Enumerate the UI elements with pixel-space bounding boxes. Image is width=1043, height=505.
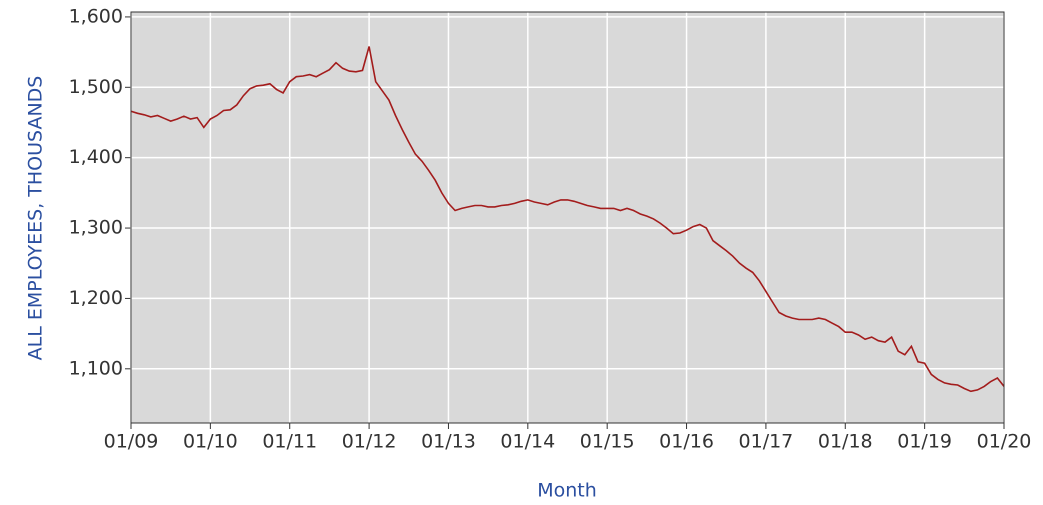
x-tick-label: 01/09 — [104, 431, 159, 453]
y-tick-label: 1,200 — [69, 287, 123, 309]
x-tick-label: 01/10 — [183, 431, 238, 453]
x-tick-label: 01/14 — [500, 431, 555, 453]
marks — [130, 46, 1005, 393]
plot-border — [130, 11, 1005, 424]
y-axis-label: ALL EMPLOYEES, THOUSANDS — [25, 76, 47, 361]
y-tick-label: 1,600 — [69, 5, 123, 27]
x-tick-label: 01/12 — [342, 431, 397, 453]
x-tick-label: 01/15 — [580, 431, 635, 453]
x-tick-label: 01/18 — [818, 431, 873, 453]
plot-area — [130, 11, 1005, 424]
x-tick-label: 01/11 — [262, 431, 317, 453]
x-tick-label: 01/19 — [897, 431, 952, 453]
y-tick-label: 1,300 — [69, 217, 123, 239]
y-tick-label: 1,100 — [69, 357, 123, 379]
x-tick-label: 01/17 — [739, 431, 794, 453]
x-tick-label: 01/13 — [421, 431, 476, 453]
x-axis-label: Month — [537, 480, 597, 502]
y-tick-label: 1,500 — [69, 76, 123, 98]
x-tick-label: 01/16 — [659, 431, 714, 453]
y-tick-label: 1,400 — [69, 146, 123, 168]
x-tick-label: 01/20 — [977, 431, 1032, 453]
line — [130, 46, 1005, 393]
